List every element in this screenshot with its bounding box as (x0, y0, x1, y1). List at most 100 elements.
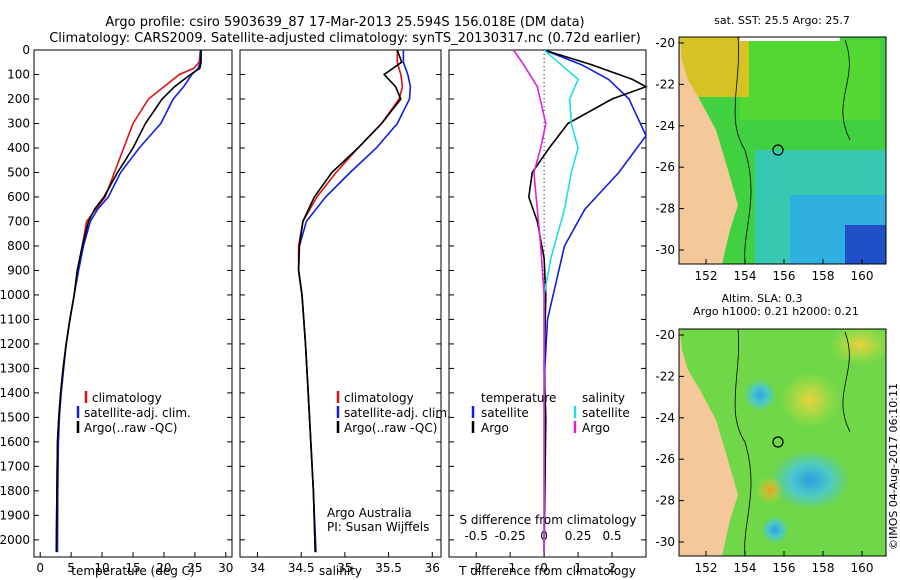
map-x-tick-label: 158 (812, 269, 835, 283)
map-y-tick-label: -24 (655, 411, 675, 425)
legend-temperature-title: temperature (481, 391, 556, 405)
imos-credit: ©IMOS 04-Aug-2017 06:10:11 (887, 383, 900, 550)
salinity-panel-frame (239, 49, 442, 558)
sst-region-warm (740, 40, 880, 120)
sst-map-frame (678, 36, 887, 265)
sla-eddy (780, 372, 840, 428)
sst-map-title: sat. SST: 25.5 Argo: 25.7 (714, 14, 850, 27)
y-tick-label: 1800 (0, 484, 30, 498)
series-line-s-satellite (543, 49, 580, 553)
map-y-tick-label: -24 (655, 119, 675, 133)
temperature-legend: climatology satellite-adj. clim. Argo(..… (76, 391, 191, 435)
x-axis-label: temperature (deg C) (71, 564, 194, 578)
legend-argo: Argo(..raw -QC) (344, 421, 437, 435)
series-line-satellite (297, 50, 412, 553)
y-tick-label: 1200 (0, 337, 30, 351)
legend-climatology: climatology (344, 391, 414, 405)
argo-location-marker (772, 436, 784, 448)
map-x-tick-label: 154 (734, 269, 757, 283)
australia-land (679, 37, 738, 264)
difference-chart: -2 -1 0 1 2T difference from climatology -0.5… (449, 49, 648, 578)
y-tick-label: 2000 (0, 533, 30, 547)
y-tick-label: 200 (7, 92, 30, 106)
map-x-tick-label: 156 (773, 269, 796, 283)
salinity-legend: climatology satellite-adj. clim. Argo(..… (327, 391, 451, 534)
x-tick-label: -2 (470, 561, 482, 575)
x-tick-label: 15 (125, 561, 140, 575)
legend-salinity-title: salinity (582, 391, 625, 405)
legend-satellite: satellite-adj. clim. (344, 406, 451, 420)
map-x-tick-label: 152 (695, 269, 718, 283)
y-tick-label: 1400 (0, 386, 30, 400)
x-tick-label: 34.5 (288, 561, 315, 575)
y-tick-label: 1100 (0, 312, 30, 326)
bathymetry-contour (734, 329, 752, 556)
title-line-1: Argo profile: csiro 5903639_87 17-Mar-20… (105, 15, 584, 30)
map-x-tick-label: 160 (851, 269, 874, 283)
y-tick-label: 1600 (0, 435, 30, 449)
y-tick-label: 0 (22, 43, 30, 57)
map-x-tick-label: 152 (695, 561, 718, 575)
series-line-s-argo (512, 49, 547, 553)
temperature-chart: 0 5 10 15 20 25 30 temperature (deg C) 0 100 200 30… (0, 43, 233, 578)
bathymetry-contour (842, 331, 851, 433)
x-tick-label: 0 (540, 561, 548, 575)
x-tick-label: 35 (337, 561, 352, 575)
y-tick-label: 1000 (0, 288, 30, 302)
s-difference-axis-label: S difference from climatology (460, 513, 637, 527)
x-tick-label: 34 (250, 561, 265, 575)
map-x-tick-label: 160 (851, 561, 874, 575)
y-tick-label: 1900 (0, 508, 30, 522)
x-tick-label: 36 (425, 561, 440, 575)
series-line-t-argo (527, 49, 648, 553)
s-tick-label: -0.5 (464, 529, 487, 543)
y-tick-label: 500 (7, 165, 30, 179)
sla-map-title: Altim. SLA: 0.3 (721, 292, 802, 305)
y-tick-label: 700 (7, 214, 30, 228)
map-y-tick-label: -28 (655, 494, 675, 508)
legend-climatology: climatology (92, 391, 162, 405)
map-y-tick-label: -28 (655, 202, 675, 216)
difference-legend: temperature satellite Argo salinity sate… (460, 391, 637, 527)
y-tick-label: 300 (7, 116, 30, 130)
y-tick-label: 1700 (0, 459, 30, 473)
y-tick-label: 900 (7, 263, 30, 277)
australia-land (679, 329, 738, 556)
x-tick-label: 25 (187, 561, 202, 575)
legend-t-argo: Argo (481, 421, 509, 435)
map-x-tick-label: 154 (734, 561, 757, 575)
map-y-tick-label: -22 (655, 369, 675, 383)
pi-label: PI: Susan Wijffels (327, 520, 429, 534)
salinity-chart: 34 34.5 35 35.5 36 salinity (240, 49, 441, 578)
y-tick-label: 600 (7, 190, 30, 204)
argo-location-marker (772, 144, 784, 156)
map-y-tick-label: -20 (655, 36, 675, 50)
series-line-t-satellite (543, 49, 647, 553)
x-tick-label: 5 (67, 561, 75, 575)
legend-t-satellite: satellite (481, 406, 529, 420)
legend-satellite: satellite-adj. clim. (84, 406, 191, 420)
sla-eddy (770, 450, 850, 510)
sst-cloud-gap (740, 37, 840, 41)
sla-map-frame (678, 328, 887, 557)
sla-map-subtitle: Argo h1000: 0.21 h2000: 0.21 (693, 305, 859, 318)
map-y-tick-label: -26 (655, 452, 675, 466)
x-tick-label: -1 (504, 561, 516, 575)
legend-s-argo: Argo (582, 421, 610, 435)
y-tick-label: 100 (7, 67, 30, 81)
x-tick-label: 1 (574, 561, 582, 575)
series-line-satellite (56, 50, 202, 553)
y-tick-label: 800 (7, 239, 30, 253)
map-x-tick-label: 156 (773, 561, 796, 575)
y-tick-label: 1300 (0, 361, 30, 375)
series-line-climatology (55, 49, 202, 553)
x-tick-label: 35.5 (375, 561, 402, 575)
s-tick-label: -0.25 (495, 529, 526, 543)
temperature-panel-frame (33, 49, 233, 558)
legend-argo: Argo(..raw -QC) (84, 421, 177, 435)
sla-eddy (744, 379, 776, 411)
sla-map (679, 329, 886, 556)
argo-australia-label: Argo Australia (327, 506, 412, 520)
x-tick-label: 30 (218, 561, 233, 575)
